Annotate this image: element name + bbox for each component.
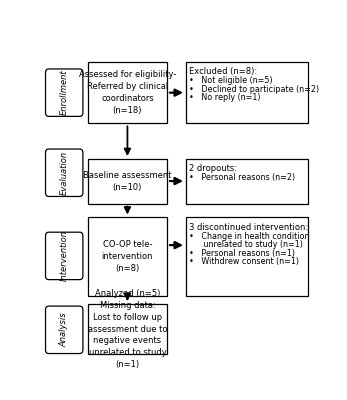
Text: Analysis: Analysis — [60, 312, 69, 347]
Text: Analyzed (n=5)
Missing data:
Lost to follow up
assessment due to
negative events: Analyzed (n=5) Missing data: Lost to fol… — [88, 289, 167, 369]
FancyBboxPatch shape — [186, 218, 308, 296]
Text: unrelated to study (n=1): unrelated to study (n=1) — [191, 240, 303, 249]
FancyBboxPatch shape — [45, 306, 83, 354]
Text: 3 discontinued intervention:: 3 discontinued intervention: — [189, 223, 308, 232]
FancyBboxPatch shape — [88, 218, 167, 296]
Text: •   Withdrew consent (n=1): • Withdrew consent (n=1) — [189, 258, 299, 266]
FancyBboxPatch shape — [88, 159, 167, 204]
Text: 2 dropouts:: 2 dropouts: — [189, 164, 237, 174]
Text: CO-OP tele-
intervention
(n=8): CO-OP tele- intervention (n=8) — [102, 240, 153, 273]
FancyBboxPatch shape — [45, 232, 83, 280]
FancyBboxPatch shape — [186, 159, 308, 204]
Text: •   Personal reasons (n=2): • Personal reasons (n=2) — [189, 173, 295, 182]
FancyBboxPatch shape — [45, 69, 83, 116]
FancyBboxPatch shape — [186, 62, 308, 124]
Text: Assessed for eligibility-
Referred by clinical
coordinators
(n=18): Assessed for eligibility- Referred by cl… — [79, 70, 176, 115]
Text: •   Not eligible (n=5): • Not eligible (n=5) — [189, 76, 273, 85]
FancyBboxPatch shape — [45, 149, 83, 196]
Text: Evaluation: Evaluation — [60, 151, 69, 195]
Text: •   Personal reasons (n=1): • Personal reasons (n=1) — [189, 249, 295, 258]
Text: •   Declined to participate (n=2): • Declined to participate (n=2) — [189, 85, 319, 94]
Text: Intervention: Intervention — [60, 230, 69, 282]
Text: Baseline assessment
(n=10): Baseline assessment (n=10) — [83, 171, 172, 192]
Text: Excluded (n=8):: Excluded (n=8): — [189, 68, 257, 76]
FancyBboxPatch shape — [88, 62, 167, 124]
Text: •   No reply (n=1): • No reply (n=1) — [189, 93, 261, 102]
Text: •   Change in health condition: • Change in health condition — [189, 232, 310, 240]
Text: Enrollment: Enrollment — [60, 70, 69, 116]
FancyBboxPatch shape — [88, 304, 167, 354]
